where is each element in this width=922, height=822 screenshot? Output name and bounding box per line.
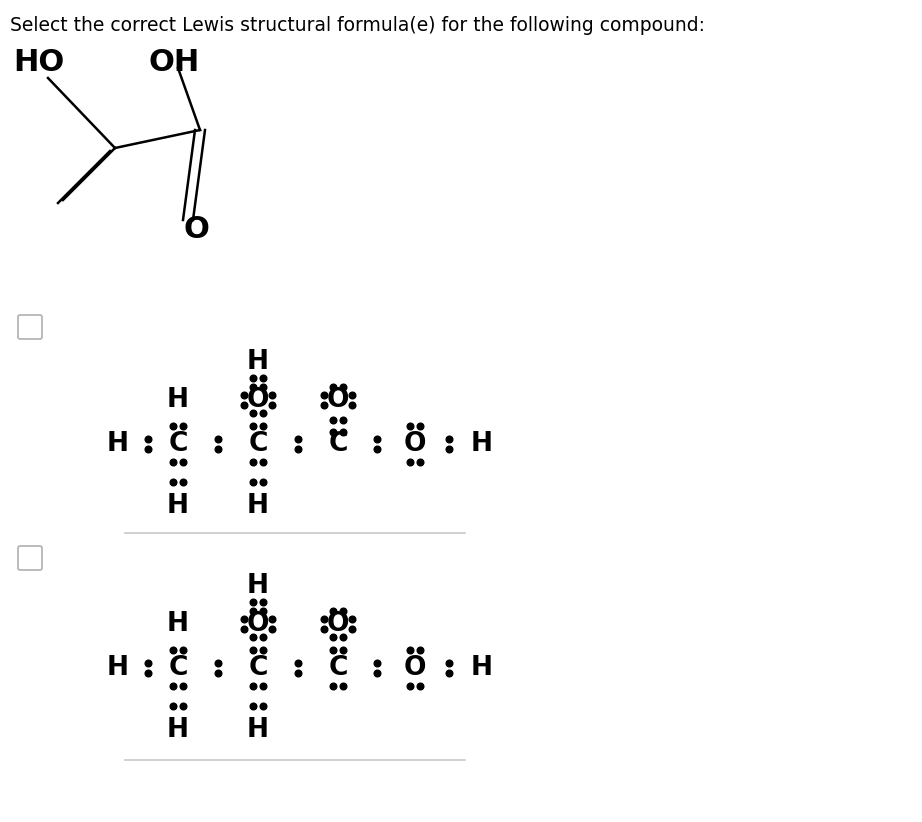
Text: Select the correct Lewis structural formula(e) for the following compound:: Select the correct Lewis structural form… <box>10 16 705 35</box>
Text: O: O <box>247 611 269 637</box>
Text: H: H <box>167 387 189 413</box>
Text: H: H <box>247 493 269 519</box>
Text: O: O <box>247 387 269 413</box>
Text: OH: OH <box>148 48 199 77</box>
Text: O: O <box>404 655 426 681</box>
Text: H: H <box>247 717 269 743</box>
Text: H: H <box>247 573 269 599</box>
Text: O: O <box>183 215 209 244</box>
Text: C: C <box>328 655 348 681</box>
Text: C: C <box>169 431 188 457</box>
Text: H: H <box>471 655 493 681</box>
Text: H: H <box>167 493 189 519</box>
Text: HO: HO <box>13 48 65 77</box>
Text: C: C <box>328 431 348 457</box>
Text: C: C <box>248 655 267 681</box>
Text: O: O <box>326 611 349 637</box>
Text: H: H <box>107 655 129 681</box>
Text: O: O <box>326 387 349 413</box>
Text: O: O <box>404 431 426 457</box>
FancyBboxPatch shape <box>18 315 42 339</box>
Text: H: H <box>167 717 189 743</box>
Text: H: H <box>247 349 269 375</box>
Text: H: H <box>471 431 493 457</box>
Text: H: H <box>107 431 129 457</box>
FancyBboxPatch shape <box>18 546 42 570</box>
Text: C: C <box>248 431 267 457</box>
Text: H: H <box>167 611 189 637</box>
Text: C: C <box>169 655 188 681</box>
